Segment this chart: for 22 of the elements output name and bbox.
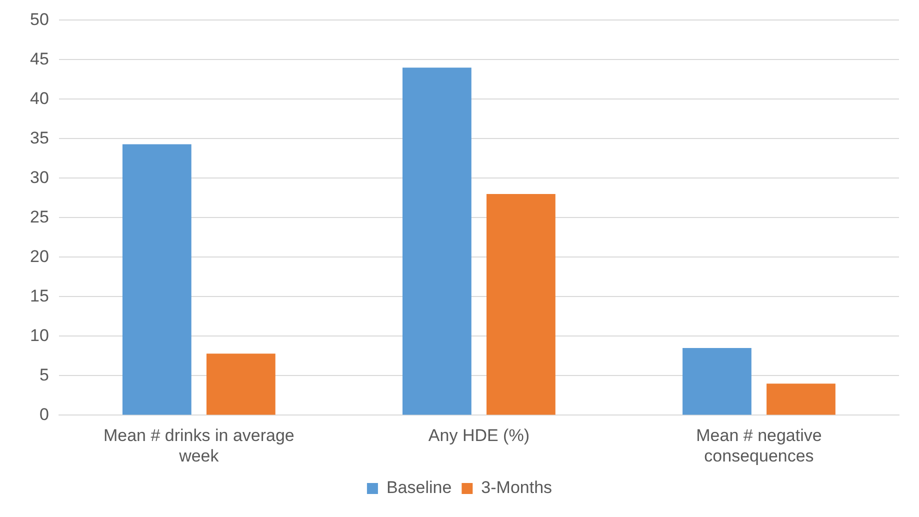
bar — [402, 68, 472, 415]
x-tick-label: Mean # drinks in average week — [103, 426, 294, 466]
bar — [766, 384, 836, 415]
bar — [486, 194, 556, 415]
bar — [682, 348, 752, 415]
x-tick-label: Any HDE (%) — [428, 426, 530, 446]
bar — [206, 354, 276, 415]
y-tick-label: 15 — [30, 286, 49, 306]
legend-label: 3-Months — [481, 478, 552, 498]
y-tick-label: 20 — [30, 246, 49, 266]
y-tick-label: 0 — [39, 404, 49, 424]
y-tick-label: 10 — [30, 326, 49, 345]
y-tick-label: 35 — [30, 128, 49, 148]
y-tick-label: 30 — [30, 168, 49, 187]
y-tick-label: 50 — [30, 10, 49, 29]
y-tick-label: 45 — [30, 49, 49, 68]
x-tick-label: Mean # negative consequences — [696, 426, 822, 466]
legend-label: Baseline — [386, 478, 452, 498]
y-tick-label: 5 — [39, 365, 49, 384]
y-tick-label: 25 — [30, 207, 49, 226]
y-tick-label: 40 — [30, 88, 49, 108]
bar — [122, 144, 192, 415]
